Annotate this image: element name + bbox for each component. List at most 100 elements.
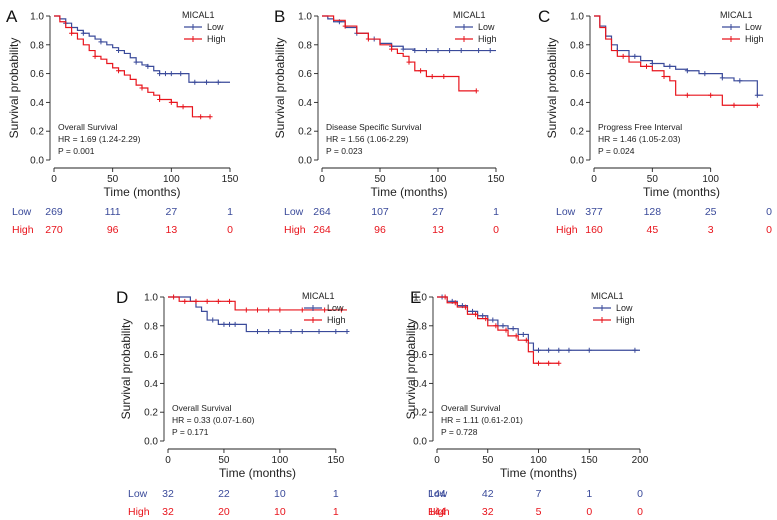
x-tick-label: 50	[107, 174, 119, 185]
censor-mark-high	[503, 327, 509, 333]
censor-mark-high	[473, 311, 479, 317]
panel-letter: E	[410, 288, 421, 307]
x-tick-label: 100	[430, 174, 447, 185]
censor-mark-high	[157, 97, 163, 103]
censor-mark-low	[458, 48, 464, 54]
risk-count-low: 27	[432, 206, 444, 218]
x-tick-label: 0	[165, 455, 171, 466]
risk-count-low: 0	[766, 206, 772, 218]
panel-d: D 0.0 0.2 0.4 0.6 0.8 1.0 0 50 100 150 Survival pro…	[116, 288, 350, 518]
censor-mark-low	[255, 329, 260, 335]
censor-mark-high	[243, 307, 249, 313]
x-tick-label: 150	[222, 174, 239, 185]
risk-count-high: 20	[218, 506, 230, 518]
censor-mark-low	[476, 48, 482, 54]
risk-count-low: 0	[637, 488, 643, 500]
y-tick-label: 0.6	[144, 350, 158, 361]
risk-count-high: 32	[482, 506, 494, 518]
censor-mark-low	[447, 48, 453, 54]
x-tick-label: 150	[327, 455, 344, 466]
censor-mark-low	[566, 347, 572, 353]
legend-label-high: High	[327, 315, 346, 325]
censor-mark-high	[207, 114, 213, 120]
censor-mark-low	[178, 71, 184, 77]
censor-mark-low	[684, 68, 690, 74]
censor-mark-high	[473, 88, 479, 94]
censor-mark-high	[69, 30, 75, 36]
legend-label-high: High	[478, 34, 497, 44]
survival-type-label: Disease Specific Survival	[326, 122, 422, 132]
censor-mark-high	[546, 360, 552, 366]
censor-mark-low	[299, 329, 305, 335]
legend-label-low: Low	[207, 22, 224, 32]
censor-mark-low	[98, 39, 104, 45]
censor-mark-high	[227, 298, 233, 304]
censor-mark-high	[204, 298, 210, 304]
panel-a: A 0.0 0.2 0.4 0.6 0.8 1.0 0 50 100 150 Survival pro…	[6, 7, 239, 236]
legend-label-low: Low	[478, 22, 495, 32]
y-axis-label: Survival probability	[404, 319, 418, 420]
risk-count-low: 377	[585, 206, 603, 218]
risk-count-low: 128	[644, 206, 662, 218]
censor-mark-low	[400, 46, 406, 52]
x-tick-label: 150	[581, 455, 598, 466]
panel-letter: A	[6, 7, 18, 26]
censor-mark-high	[171, 294, 177, 300]
risk-table-group-high: High	[556, 224, 578, 236]
censor-mark-low	[754, 92, 760, 98]
y-tick-label: 0.6	[30, 69, 44, 80]
km-curve-high	[54, 15, 211, 118]
risk-count-low: 1	[586, 488, 592, 500]
risk-table-group-high: High	[284, 224, 306, 236]
x-tick-label: 50	[218, 455, 230, 466]
censor-mark-high	[452, 300, 458, 306]
censor-mark-low	[210, 317, 216, 323]
legend-title: MICAL1	[720, 10, 753, 20]
y-tick-label: 1.0	[413, 293, 427, 304]
p-value: P = 0.023	[326, 146, 363, 156]
censor-mark-high	[442, 294, 448, 300]
risk-count-low: 107	[371, 206, 389, 218]
censor-mark-low	[500, 323, 506, 329]
censor-mark-low	[168, 71, 174, 77]
risk-count-high: 13	[165, 224, 177, 236]
censor-mark-high	[215, 298, 221, 304]
hazard-ratio: HR = 1.69 (1.24-2.29)	[58, 134, 141, 144]
censor-mark-high	[139, 85, 145, 91]
km-curve-high	[594, 15, 758, 106]
risk-count-low: 7	[536, 488, 542, 500]
panel-letter: D	[116, 288, 128, 307]
y-tick-label: 0.2	[144, 408, 158, 419]
risk-count-low: 264	[313, 206, 331, 218]
y-tick-label: 0.8	[570, 40, 584, 51]
survival-type-label: Progress Free Interval	[598, 122, 682, 132]
censor-mark-low	[423, 48, 429, 54]
y-tick-label: 0.4	[413, 379, 427, 390]
censor-mark-high	[513, 333, 519, 339]
censor-mark-high	[556, 360, 562, 366]
y-axis-label: Survival probability	[119, 319, 133, 420]
risk-count-low: 111	[105, 206, 121, 218]
survival-type-label: Overall Survival	[172, 403, 232, 413]
censor-mark-high	[180, 104, 186, 110]
censor-mark-high	[299, 307, 305, 313]
censor-mark-high	[661, 73, 667, 79]
km-curve-low	[437, 296, 640, 351]
censor-mark-high	[389, 46, 395, 52]
censor-mark-low	[586, 347, 592, 353]
p-value: P = 0.728	[441, 427, 478, 437]
panel-letter: B	[274, 7, 285, 26]
censor-mark-high	[277, 307, 283, 313]
legend-label-low: Low	[745, 22, 762, 32]
censor-mark-low	[470, 308, 476, 314]
risk-count-low: 269	[45, 206, 63, 218]
risk-count-high: 96	[374, 224, 386, 236]
censor-mark-low	[556, 347, 562, 353]
censor-mark-high	[342, 23, 348, 29]
x-tick-label: 50	[374, 174, 386, 185]
censor-mark-high	[338, 307, 344, 313]
y-tick-label: 1.0	[570, 12, 584, 23]
x-tick-label: 100	[530, 455, 547, 466]
legend-title: MICAL1	[453, 10, 486, 20]
censor-mark-high	[462, 304, 468, 310]
